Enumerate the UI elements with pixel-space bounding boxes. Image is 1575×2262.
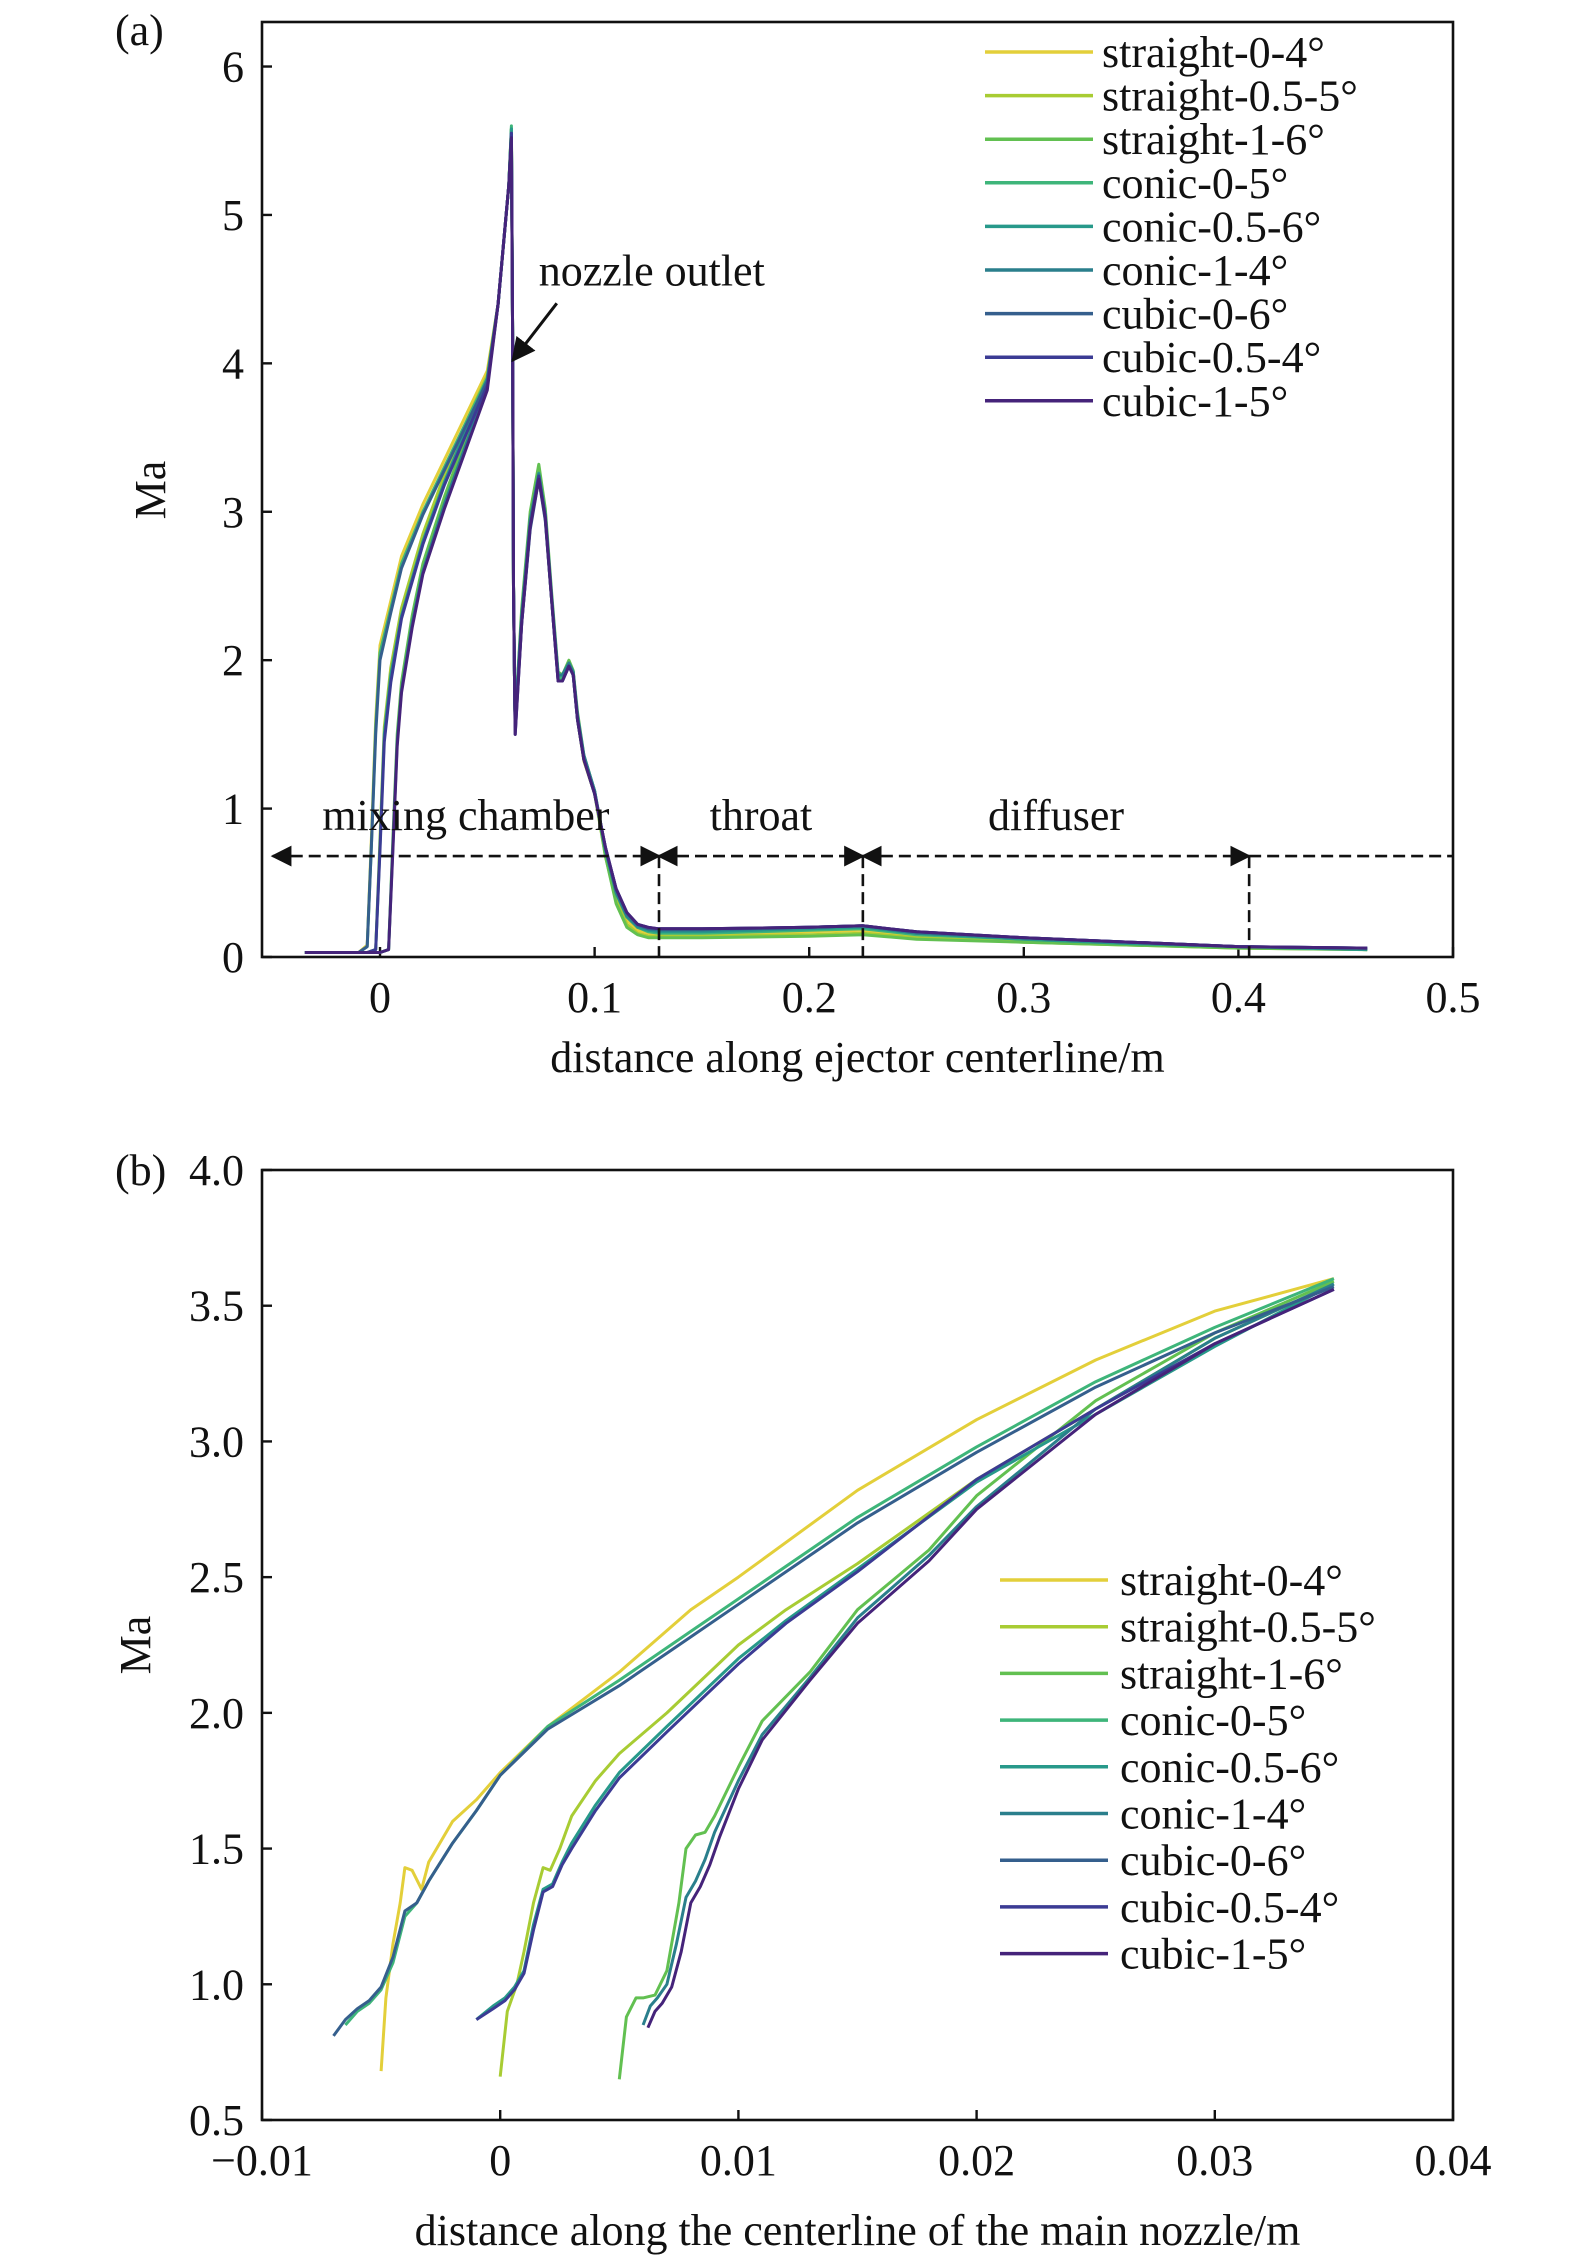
- x-axis-label: distance along the centerline of the mai…: [415, 2206, 1301, 2255]
- legend-label: cubic-1-5°: [1120, 1930, 1306, 1979]
- series-line: [379, 1277, 1335, 2072]
- y-tick-label: 5: [222, 191, 244, 240]
- legend-label: cubic-0-6°: [1102, 290, 1288, 339]
- series-line: [646, 1288, 1335, 2029]
- y-tick-label: 4.0: [189, 1146, 244, 1195]
- y-tick-label: 2: [222, 636, 244, 685]
- x-tick-label: 0.1: [567, 973, 622, 1022]
- legend: straight-0-4°straight-0.5-5°straight-1-6…: [1000, 1556, 1376, 1979]
- x-tick-label: 0: [369, 973, 391, 1022]
- plot-frame: [260, 20, 1455, 959]
- x-tick-label: 0.01: [700, 2136, 777, 2185]
- legend-label: cubic-1-5°: [1102, 377, 1288, 426]
- legend-label: conic-0.5-6°: [1102, 202, 1321, 251]
- x-tick-label: −0.01: [211, 2136, 313, 2185]
- y-axis-label: Ma: [126, 461, 175, 520]
- panel-a: 0 0.1 0.2 0.3 0.4 0.5 0 1 2 3 4 5 6 distance along ej…: [115, 6, 1481, 1082]
- panel-label: (a): [115, 6, 164, 55]
- x-axis-label: distance along ejector centerline/m: [550, 1033, 1165, 1082]
- y-tick-label: 1.5: [189, 1825, 244, 1874]
- region-label: diffuser: [988, 791, 1124, 840]
- annotation-label: nozzle outlet: [539, 246, 765, 295]
- y-tick-label: 0: [222, 933, 244, 982]
- legend-label: cubic-0.5-4°: [1102, 333, 1321, 382]
- legend-label: straight-1-6°: [1102, 115, 1325, 164]
- annotation-arrow: [511, 302, 558, 363]
- legend-label: cubic-0.5-4°: [1120, 1883, 1339, 1932]
- y-tick-label: 1.0: [189, 1960, 244, 2009]
- legend-label: conic-1-4°: [1102, 246, 1288, 295]
- series-group: [332, 1277, 1335, 2080]
- series-line: [641, 1282, 1335, 2026]
- panel-label: (b): [115, 1146, 166, 1195]
- y-tick-label: 1: [222, 785, 244, 834]
- x-tick-label: 0.3: [996, 973, 1051, 1022]
- y-axis-label: Ma: [111, 1616, 160, 1675]
- region-label: mixing chamber: [322, 791, 609, 840]
- legend-label: straight-0.5-5°: [1102, 72, 1358, 121]
- series-line: [304, 136, 1368, 954]
- y-tick-label: 6: [222, 43, 244, 92]
- legend-label: conic-0-5°: [1102, 159, 1288, 208]
- y-tick-label: 3.5: [189, 1282, 244, 1331]
- series-line: [475, 1288, 1335, 2021]
- x-tick-label: 0.4: [1211, 973, 1266, 1022]
- legend: straight-0-4°straight-0.5-5°straight-1-6…: [985, 28, 1358, 426]
- legend-label: conic-0.5-6°: [1120, 1743, 1339, 1792]
- panel-b: −0.01 0 0.01 0.02 0.03 0.04 0.5 1.0 1.5 2.0 2.5 3.0…: [111, 1146, 1492, 2255]
- y-tick-label: 3.0: [189, 1417, 244, 1466]
- series-line: [332, 1285, 1335, 2037]
- x-tick-label: 0.2: [782, 973, 837, 1022]
- legend-label: conic-0-5°: [1120, 1696, 1306, 1745]
- legend-label: conic-1-4°: [1120, 1790, 1306, 1839]
- x-tick-label: 0.04: [1415, 2136, 1492, 2185]
- series-line: [617, 1279, 1335, 2080]
- legend-label: straight-1-6°: [1120, 1649, 1343, 1698]
- y-tick-label: 4: [222, 339, 244, 388]
- series-group: [304, 124, 1368, 954]
- legend-label: straight-0-4°: [1102, 28, 1325, 77]
- legend-label: cubic-0-6°: [1120, 1836, 1306, 1885]
- x-tick-label: 0: [489, 2136, 511, 2185]
- legend-label: straight-0.5-5°: [1120, 1603, 1376, 1652]
- y-tick-label: 2.0: [189, 1689, 244, 1738]
- plot-frame: [260, 1168, 1455, 2122]
- y-tick-label: 3: [222, 488, 244, 537]
- legend-label: straight-0-4°: [1120, 1556, 1343, 1605]
- x-tick-label: 0.03: [1176, 2136, 1253, 2185]
- x-tick-label: 0.5: [1426, 973, 1481, 1022]
- y-tick-label: 0.5: [189, 2096, 244, 2145]
- region-label: throat: [710, 791, 813, 840]
- x-tick-label: 0.02: [938, 2136, 1015, 2185]
- y-tick-label: 2.5: [189, 1553, 244, 1602]
